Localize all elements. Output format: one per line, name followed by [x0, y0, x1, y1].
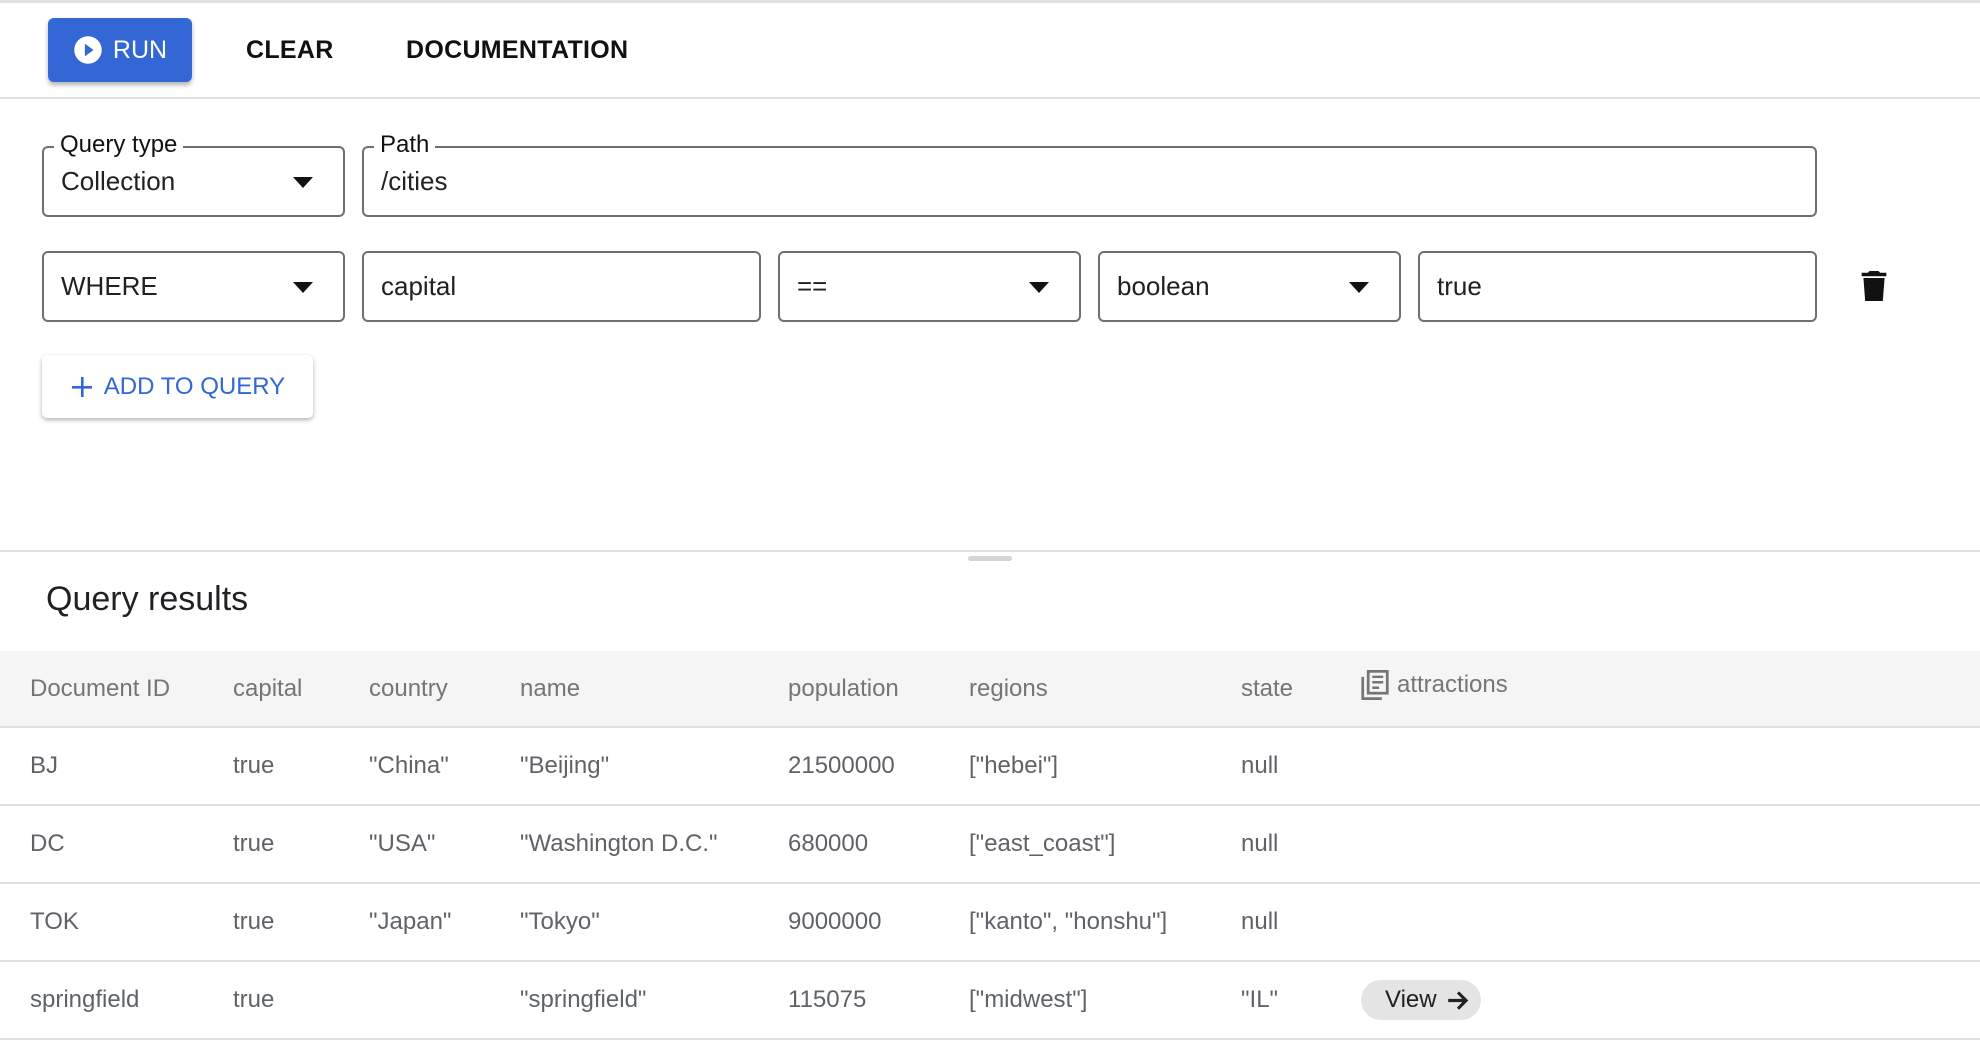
- table-cell: true: [233, 961, 369, 1040]
- table-row[interactable]: springfield true "springfield" 115075 ["midw…: [0, 961, 1980, 1040]
- table-cell: 21500000: [788, 727, 969, 806]
- dropdown-arrow-icon: [1029, 282, 1049, 293]
- table-cell: [1361, 883, 1980, 962]
- path-value: /cities: [381, 166, 448, 196]
- add-to-query-button[interactable]: ADD TO QUERY: [42, 355, 313, 418]
- table-cell: ["hebei"]: [969, 727, 1241, 806]
- dropdown-arrow-icon: [1349, 282, 1369, 293]
- attractions-label: attractions: [1397, 671, 1508, 698]
- toolbar: RUN CLEAR DOCUMENTATION: [0, 3, 1980, 99]
- table-cell: 680000: [788, 805, 969, 884]
- run-label: RUN: [112, 35, 168, 64]
- table-row[interactable]: BJ true "China" "Beijing" 21500000 ["hebei"] n…: [0, 727, 1980, 806]
- table-cell: true: [233, 727, 369, 806]
- run-button[interactable]: RUN: [48, 18, 192, 82]
- query-type-select[interactable]: Query type Collection: [42, 131, 345, 217]
- table-cell: 9000000: [788, 883, 969, 962]
- plus-icon: [71, 376, 92, 397]
- table-cell: ["midwest"]: [969, 961, 1241, 1040]
- trash-icon[interactable]: [1861, 271, 1887, 301]
- table-cell: View: [1361, 961, 1980, 1040]
- column-header[interactable]: country: [369, 651, 520, 728]
- query-type-label: Query type: [54, 131, 184, 159]
- path-label: Path: [374, 131, 436, 159]
- clause-type-value: WHERE: [61, 271, 158, 301]
- table-cell: "Tokyo": [520, 883, 788, 962]
- table-cell: "springfield": [520, 961, 788, 1040]
- panel-divider: [0, 550, 1980, 552]
- value-type-value: boolean: [1117, 271, 1210, 301]
- table-cell: [369, 961, 520, 1040]
- view-label: View: [1385, 986, 1437, 1013]
- table-header-row: Document ID capital country name populat…: [0, 651, 1980, 728]
- value-value: true: [1437, 271, 1482, 301]
- results-table: Document ID capital country name populat…: [0, 651, 1980, 1040]
- field-input[interactable]: capital: [362, 251, 761, 322]
- add-to-query-label: ADD TO QUERY: [103, 372, 286, 400]
- table-cell: "Beijing": [520, 727, 788, 806]
- dropdown-arrow-icon: [293, 177, 313, 188]
- view-subcollection-button[interactable]: View: [1361, 980, 1481, 1020]
- table-cell: DC: [0, 805, 233, 884]
- collection-icon: [1361, 670, 1389, 700]
- top-border: [0, 0, 1980, 3]
- table-cell: 115075: [788, 961, 969, 1040]
- table-cell: [1361, 805, 1980, 884]
- path-input[interactable]: Path /cities: [362, 131, 1817, 217]
- value-type-select[interactable]: boolean: [1098, 251, 1401, 322]
- clause-type-select[interactable]: WHERE: [42, 251, 345, 322]
- table-cell: true: [233, 805, 369, 884]
- column-header[interactable]: capital: [233, 651, 369, 728]
- operator-value: ==: [797, 271, 828, 301]
- table-cell: "Washington D.C.": [520, 805, 788, 884]
- table-cell: null: [1241, 883, 1361, 962]
- table-row[interactable]: TOK true "Japan" "Tokyo" 9000000 ["kanto", "h…: [0, 883, 1980, 962]
- table-cell: true: [233, 883, 369, 962]
- column-header-attractions[interactable]: attractions: [1361, 651, 1980, 728]
- column-header[interactable]: name: [520, 651, 788, 728]
- dropdown-arrow-icon: [293, 282, 313, 293]
- column-header[interactable]: population: [788, 651, 969, 728]
- table-cell: ["kanto", "honshu"]: [969, 883, 1241, 962]
- column-header[interactable]: state: [1241, 651, 1361, 728]
- field-value: capital: [381, 271, 457, 301]
- table-cell: null: [1241, 727, 1361, 806]
- table-cell: null: [1241, 805, 1361, 884]
- query-type-value: Collection: [61, 166, 176, 196]
- table-row[interactable]: DC true "USA" "Washington D.C." 680000 ["east…: [0, 805, 1980, 884]
- table-cell: ["east_coast"]: [969, 805, 1241, 884]
- table-cell: "IL": [1241, 961, 1361, 1040]
- column-header[interactable]: Document ID: [0, 651, 233, 728]
- table-cell: "China": [369, 727, 520, 806]
- value-input[interactable]: true: [1418, 251, 1817, 322]
- table-cell: [1361, 727, 1980, 806]
- documentation-button[interactable]: DOCUMENTATION: [406, 35, 629, 64]
- table-cell: springfield: [0, 961, 233, 1040]
- play-icon: [74, 36, 102, 64]
- clear-button[interactable]: CLEAR: [246, 35, 334, 64]
- table-cell: "USA": [369, 805, 520, 884]
- column-header[interactable]: regions: [969, 651, 1241, 728]
- table-cell: "Japan": [369, 883, 520, 962]
- arrow-right-icon: [1447, 991, 1468, 1010]
- table-cell: BJ: [0, 727, 233, 806]
- table-cell: TOK: [0, 883, 233, 962]
- resize-handle[interactable]: [968, 556, 1012, 561]
- operator-select[interactable]: ==: [778, 251, 1081, 322]
- results-title: Query results: [46, 580, 249, 618]
